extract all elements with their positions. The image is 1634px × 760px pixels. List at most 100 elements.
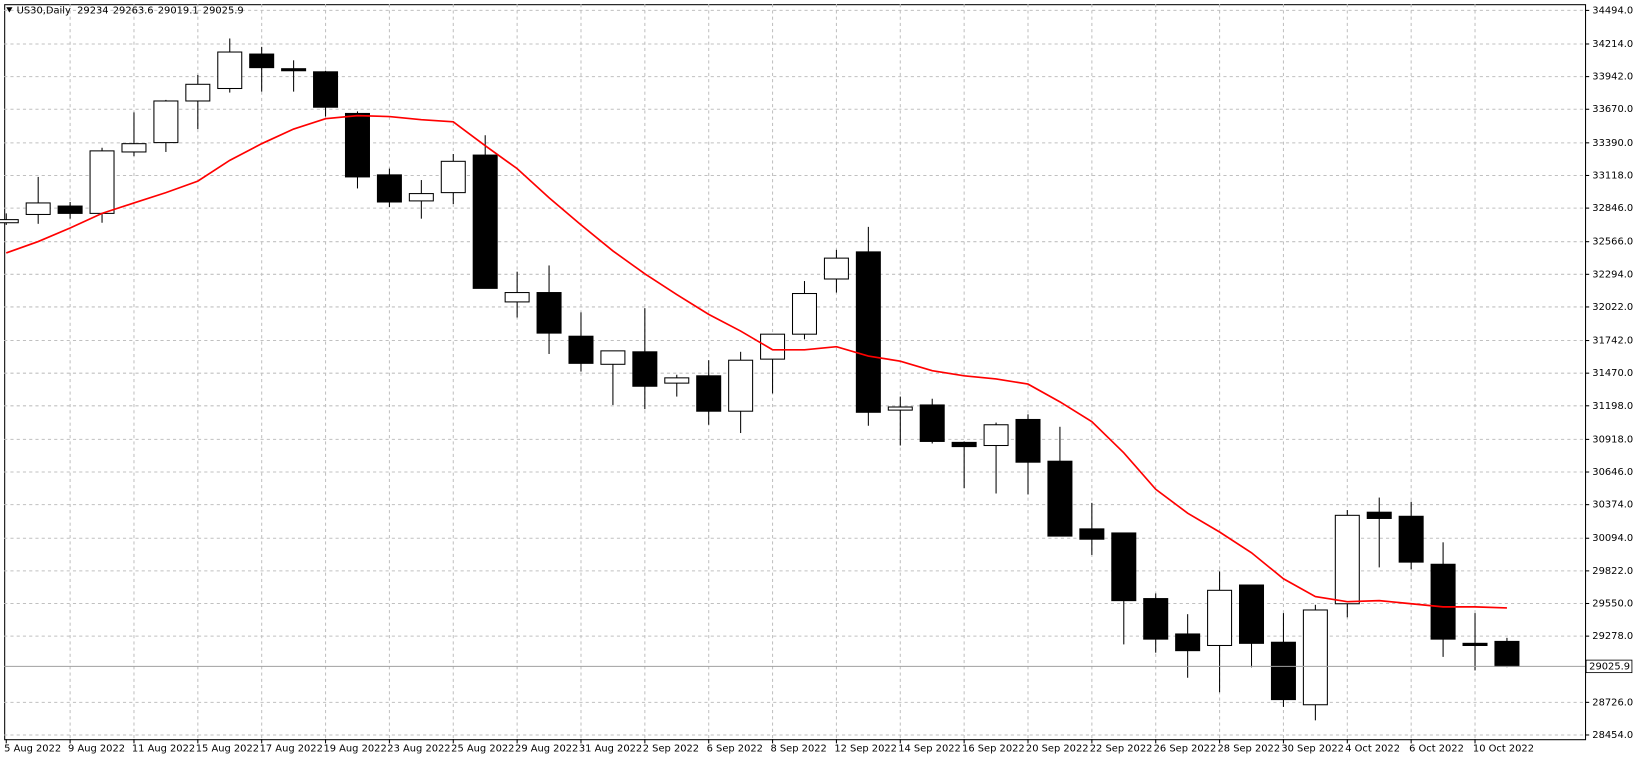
plot-layer [0,4,1586,740]
chart-header: US30,Daily 29234 29263.6 29019.1 29025.9 [17,5,244,16]
candle-body [696,375,722,412]
candle-body [919,404,945,442]
header-high: 29263.6 [113,5,154,16]
x-tick-label: 17 Aug 2022 [260,744,323,755]
candle-body [185,83,211,102]
candle-body [664,377,690,384]
candle-body [1430,563,1456,640]
candle-body [887,406,913,411]
moving-average [5,114,1507,609]
candle-body [1079,528,1105,540]
y-tick-label: 31198.0 [1592,401,1633,412]
last-price-label: 29025.9 [1589,661,1630,672]
candle-body [1302,609,1328,706]
candle-body [1270,641,1296,701]
candle-body [855,251,881,413]
candle-body [344,112,370,178]
header-open: 29234 [77,5,108,16]
y-tick-label: 28726.0 [1592,697,1633,708]
x-tick-label: 10 Oct 2022 [1473,744,1534,755]
y-tick-label: 29822.0 [1592,566,1633,577]
x-tick-label: 5 Aug 2022 [4,744,61,755]
candle-body [600,350,626,365]
y-tick-label: 32294.0 [1592,269,1633,280]
y-tick-label: 31742.0 [1592,336,1633,347]
last-price-tag [1585,659,1633,674]
y-tick-label: 33390.0 [1592,138,1633,149]
x-tick-label: 31 Aug 2022 [579,744,642,755]
y-tick-label: 33670.0 [1592,104,1633,115]
y-tick-label: 29550.0 [1592,599,1633,610]
candle-body [1462,642,1488,647]
candle-body [121,143,147,153]
candle-body [951,441,977,448]
x-tick-label: 15 Aug 2022 [196,744,259,755]
candle-body [1207,589,1233,647]
x-tick-label: 16 Sep 2022 [962,744,1025,755]
y-tick-label: 30646.0 [1592,467,1633,478]
candle-body [153,100,179,144]
candle-body [536,292,562,334]
x-tick-label: 8 Sep 2022 [770,744,826,755]
candle-body [760,333,786,360]
candle-body [1334,514,1360,605]
candle-body [217,51,243,90]
x-tick-label: 9 Aug 2022 [68,744,125,755]
candle-body [313,71,339,108]
y-tick-label: 30374.0 [1592,500,1633,511]
candle-body [1494,640,1520,667]
candle-body [57,205,83,214]
y-tick-label: 28454.0 [1592,730,1633,741]
x-tick-label: 4 Oct 2022 [1345,744,1400,755]
candle-body [791,292,817,335]
x-tick-label: 22 Sep 2022 [1090,744,1153,755]
candle-body [504,292,530,303]
x-tick-label: 25 Aug 2022 [451,744,514,755]
x-tick-label: 29 Aug 2022 [515,744,578,755]
candle-body [823,257,849,280]
candle-body [983,424,1009,447]
x-tick-label: 6 Oct 2022 [1409,744,1464,755]
candle-body [1015,418,1041,463]
y-tick-label: 32846.0 [1592,203,1633,214]
y-tick-label: 31470.0 [1592,368,1633,379]
x-tick-label: 14 Sep 2022 [898,744,961,755]
candle-body [1398,515,1424,563]
x-tick-label: 11 Aug 2022 [132,744,195,755]
x-tick-label: 12 Sep 2022 [834,744,897,755]
x-tick-label: 6 Sep 2022 [707,744,763,755]
x-tick-label: 23 Aug 2022 [387,744,450,755]
y-tick-label: 33118.0 [1592,170,1633,181]
candle-body [249,53,275,69]
y-tick-label: 32022.0 [1592,302,1633,313]
y-tick-label: 30094.0 [1592,533,1633,544]
symbol-icon [6,7,13,13]
x-tick-label: 2 Sep 2022 [643,744,699,755]
candle-body [1047,460,1073,537]
candle-body [376,174,402,203]
candle-body [472,154,498,289]
x-tick-label: 30 Sep 2022 [1281,744,1344,755]
y-tick-label: 30918.0 [1592,434,1633,445]
candle-body [89,150,115,214]
y-tick-label: 34494.0 [1592,5,1633,16]
candle-body [728,359,754,412]
candle-body [1239,584,1265,644]
candle-body [1111,532,1137,602]
candle-body [1175,633,1201,652]
x-tick-label: 20 Sep 2022 [1026,744,1089,755]
x-tick-label: 28 Sep 2022 [1217,744,1280,755]
candle-body [440,160,466,194]
header-low: 29019.1 [158,5,199,16]
y-tick-label: 34214.0 [1592,39,1633,50]
candle-body [632,351,658,387]
x-tick-label: 19 Aug 2022 [323,744,386,755]
candle-body [1143,598,1169,640]
y-tick-label: 33942.0 [1592,72,1633,83]
x-tick-label: 26 Sep 2022 [1154,744,1217,755]
y-tick-label: 29278.0 [1592,631,1633,642]
y-tick-label: 32566.0 [1592,237,1633,248]
candle-body [568,335,594,364]
